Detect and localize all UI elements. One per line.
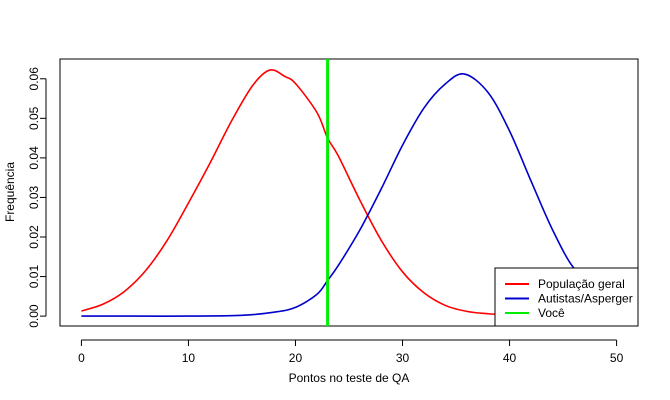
y-tick-label: 0.04 — [27, 146, 41, 170]
y-tick-label: 0.01 — [27, 265, 41, 289]
x-tick-label: 10 — [182, 351, 196, 365]
y-tick-label: 0.06 — [27, 67, 41, 91]
y-tick-label: 0.00 — [27, 304, 41, 328]
x-tick-label: 40 — [503, 351, 517, 365]
y-tick-label: 0.02 — [27, 225, 41, 249]
plot-frame — [59, 58, 639, 327]
x-tick-label: 30 — [396, 351, 410, 365]
series-autistas-asperger-line — [81, 73, 591, 317]
legend-label: Você — [538, 306, 565, 320]
x-axis: 0 10 20 30 40 50 — [78, 339, 624, 365]
legend-box — [494, 267, 639, 327]
legend-label: População geral — [538, 277, 625, 291]
x-axis-label: Pontos no teste de QA — [289, 371, 410, 385]
y-tick-label: 0.03 — [27, 185, 41, 209]
y-axis: 0.00 0.01 0.02 0.03 0.04 0.05 0.06 — [27, 67, 47, 328]
y-axis-label: Frequência — [3, 162, 17, 222]
x-tick-label: 50 — [610, 351, 624, 365]
y-tick-label: 0.05 — [27, 106, 41, 130]
legend-label: Autistas/Asperger — [538, 292, 633, 306]
x-tick-label: 0 — [78, 351, 85, 365]
x-tick-label: 20 — [289, 351, 303, 365]
